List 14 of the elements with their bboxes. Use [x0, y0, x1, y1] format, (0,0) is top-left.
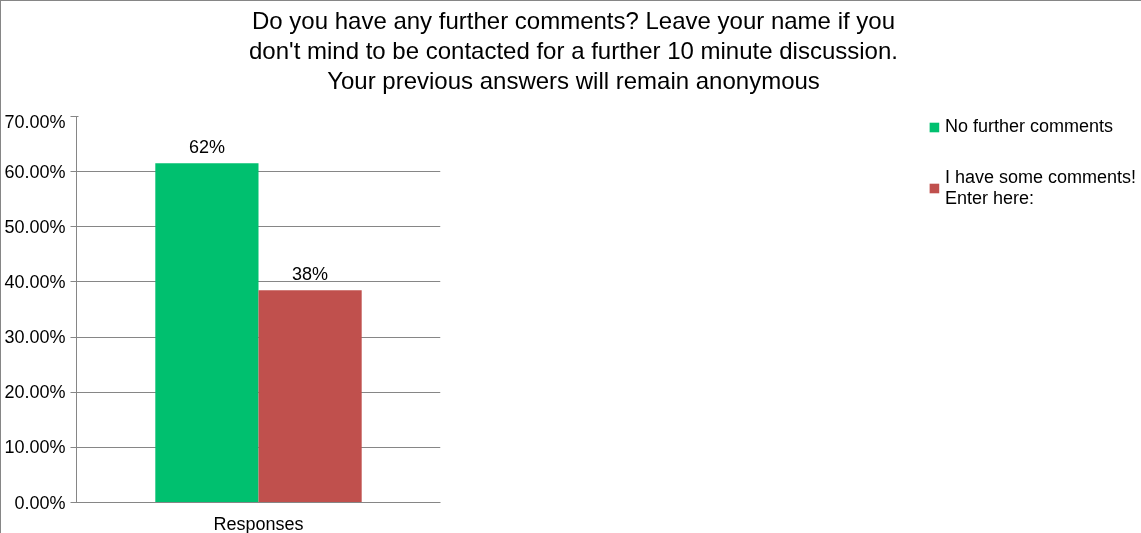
x-tick-label: Responses: [213, 513, 304, 533]
y-tick-label: 0.00%: [14, 492, 66, 513]
y-tick-label: 70.00%: [4, 111, 66, 132]
y-tick-label: 20.00%: [4, 382, 66, 403]
text: Do you have any further comments? Leave your name if you don't mind to be contacted for a further 10 minute discussion. Your previous answers will remain anonymous: [249, 6, 898, 96]
data-label: 38%: [292, 264, 329, 285]
legend-label: No further comments: [944, 116, 1113, 137]
y-tick-label: 40.00%: [4, 271, 66, 292]
y-tick-label: 60.00%: [4, 161, 66, 182]
y-tick-label: 30.00%: [4, 327, 66, 348]
legend-label: I have some comments! Enter here:: [944, 167, 1136, 209]
y-tick-label: 10.00%: [4, 437, 66, 458]
y-tick-label: 50.00%: [4, 216, 66, 237]
data-label: 62%: [188, 137, 225, 158]
